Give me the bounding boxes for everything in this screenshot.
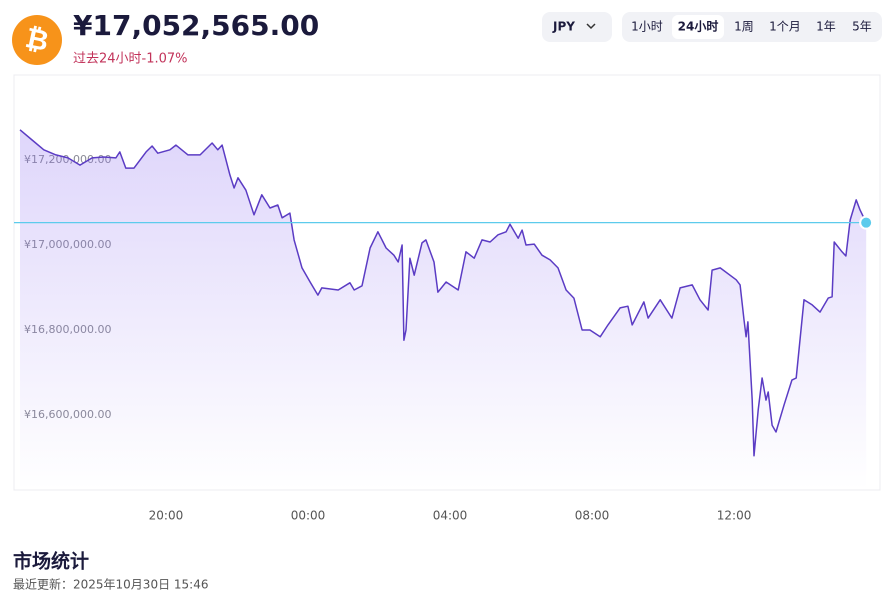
chevron <box>586 23 596 30</box>
x-tick-label: 12:00 <box>717 509 752 523</box>
stats-updated: 最近更新：2025年10月30日 15:46 <box>13 577 208 592</box>
x-tick-label: 20:00 <box>149 509 184 523</box>
range-selected[interactable] <box>672 15 724 39</box>
current-dot <box>859 215 874 230</box>
area-fill <box>20 129 867 491</box>
range-button[interactable]: 1小时 <box>631 20 663 34</box>
currency: JPY <box>552 20 575 34</box>
price: ¥17,052,565.00 <box>73 9 319 42</box>
range-button[interactable]: 5年 <box>852 20 872 34</box>
currency-select[interactable] <box>542 12 612 42</box>
x-tick-label: 00:00 <box>291 509 326 523</box>
range-button[interactable]: 1年 <box>816 20 836 34</box>
price-line <box>19 129 867 457</box>
stats-title: 市场统计 <box>13 550 89 573</box>
x-tick-label: 08:00 <box>575 509 610 523</box>
range-button[interactable]: 1个月 <box>769 20 801 34</box>
range-button[interactable]: 1周 <box>734 20 754 34</box>
range-button[interactable]: 24小时 <box>678 19 719 34</box>
btc-icon <box>12 15 62 65</box>
change: 过去24小时-1.07% <box>73 52 188 67</box>
x-tick-label: 04:00 <box>433 509 468 523</box>
